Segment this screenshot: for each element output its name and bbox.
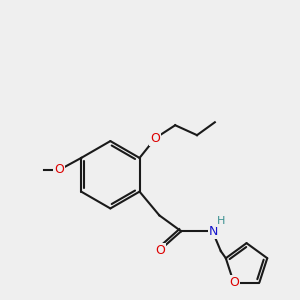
Text: O: O <box>55 163 64 176</box>
Text: O: O <box>151 132 160 145</box>
Text: N: N <box>209 225 218 238</box>
Text: O: O <box>155 244 165 256</box>
Text: H: H <box>217 216 225 226</box>
Text: O: O <box>229 276 239 289</box>
